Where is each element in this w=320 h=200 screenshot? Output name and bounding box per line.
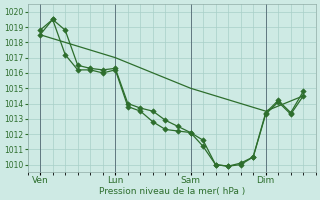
X-axis label: Pression niveau de la mer( hPa ): Pression niveau de la mer( hPa ) — [99, 187, 245, 196]
